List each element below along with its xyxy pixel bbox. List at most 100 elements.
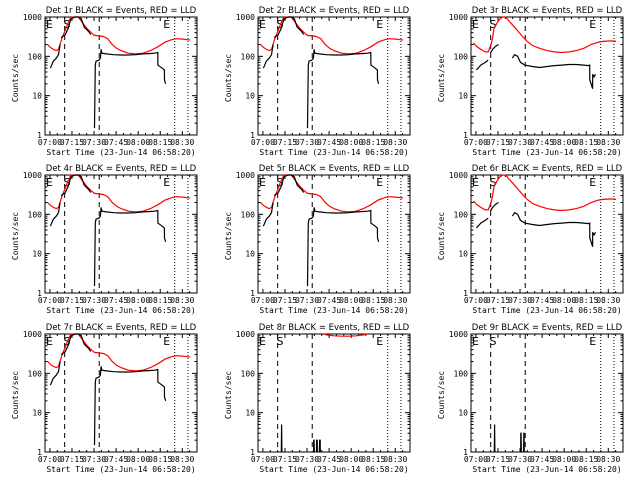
x-axis-label: Start Time (23-Jun-14 06:58:20) xyxy=(472,148,621,157)
events-series-line xyxy=(493,424,525,453)
x-tick-label: 07:00 xyxy=(464,138,488,147)
panel-3: Det 3r BLACK = Events, RED = LLD 1 10 100 10… xyxy=(437,6,624,157)
x-tick-label: 07:15 xyxy=(486,455,510,464)
eclipse-end-marker: E xyxy=(46,335,53,348)
y-tick-label: 1 xyxy=(250,131,255,140)
panel-7: Det 7r BLACK = Events, RED = LLD 1 10 100 10… xyxy=(11,323,198,474)
x-tick-label: 08:30 xyxy=(170,138,194,147)
eclipse-end-marker: E xyxy=(472,335,479,348)
x-tick-label: 07:30 xyxy=(508,455,532,464)
plot-frame xyxy=(470,333,624,453)
x-tick-label: 07:45 xyxy=(530,455,554,464)
events-series-line xyxy=(262,174,380,287)
y-tick-label: 1000 xyxy=(449,330,468,339)
y-tick-label: 100 xyxy=(241,52,256,61)
y-tick-label: 1000 xyxy=(236,13,255,22)
events-series-line xyxy=(49,174,167,287)
x-tick-label: 08:15 xyxy=(361,455,385,464)
x-tick-label: 08:00 xyxy=(552,138,576,147)
y-axis-label: Counts/sec xyxy=(437,212,446,260)
x-tick-label: 07:15 xyxy=(486,138,510,147)
x-tick-label: 07:45 xyxy=(317,138,341,147)
x-tick-label: 08:00 xyxy=(552,296,576,305)
eclipse-end-marker: E xyxy=(259,335,266,348)
plot-frame xyxy=(470,16,624,136)
x-tick-label: 08:15 xyxy=(361,138,385,147)
y-axis-label: Counts/sec xyxy=(11,212,20,260)
y-tick-label: 1 xyxy=(37,448,42,457)
eclipse-end-marker: E xyxy=(472,176,479,189)
y-tick-label: 10 xyxy=(32,92,42,101)
y-tick-label: 100 xyxy=(454,369,469,378)
plot-frame xyxy=(257,333,411,453)
x-tick-label: 07:30 xyxy=(508,138,532,147)
x-tick-label: 08:15 xyxy=(574,455,598,464)
x-tick-label: 07:45 xyxy=(317,455,341,464)
y-tick-label: 10 xyxy=(458,92,468,101)
x-axis-label: Start Time (23-Jun-14 06:58:20) xyxy=(46,148,195,157)
events-series-line xyxy=(475,43,597,89)
y-tick-label: 10 xyxy=(458,250,468,259)
x-tick-label: 07:15 xyxy=(486,296,510,305)
y-tick-label: 100 xyxy=(28,210,43,219)
plot-frame xyxy=(257,16,411,136)
panel-1: Det 1r BLACK = Events, RED = LLD 1 10 100 10… xyxy=(11,6,198,157)
panel-9: Det 9r BLACK = Events, RED = LLD 1 10 100 10… xyxy=(437,323,624,474)
y-tick-label: 1000 xyxy=(236,330,255,339)
x-axis-label: Start Time (23-Jun-14 06:58:20) xyxy=(472,465,621,474)
x-tick-label: 07:00 xyxy=(464,455,488,464)
panel-title: Det 7r BLACK = Events, RED = LLD xyxy=(46,323,197,333)
y-tick-label: 1 xyxy=(37,289,42,298)
y-tick-label: 100 xyxy=(454,210,469,219)
y-axis-label: Counts/sec xyxy=(224,212,233,260)
y-tick-label: 100 xyxy=(241,210,256,219)
y-tick-label: 1000 xyxy=(23,330,42,339)
eclipse-end-marker: E xyxy=(376,176,383,189)
eclipse-end-marker: E xyxy=(376,335,383,348)
x-axis-label: Start Time (23-Jun-14 06:58:20) xyxy=(472,306,621,315)
y-axis-label: Counts/sec xyxy=(11,54,20,102)
eclipse-end-marker: E xyxy=(163,335,170,348)
x-tick-label: 08:15 xyxy=(148,138,172,147)
panel-8: Det 8r BLACK = Events, RED = LLD 1 10 100 10… xyxy=(224,323,411,474)
eclipse-end-marker: E xyxy=(46,18,53,31)
events-series-line xyxy=(49,333,167,446)
x-tick-label: 08:30 xyxy=(170,455,194,464)
y-tick-label: 1000 xyxy=(23,13,42,22)
y-tick-label: 1 xyxy=(463,289,468,298)
x-tick-label: 08:15 xyxy=(574,296,598,305)
x-axis-label: Start Time (23-Jun-14 06:58:20) xyxy=(259,148,408,157)
panel-title: Det 4r BLACK = Events, RED = LLD xyxy=(46,164,197,174)
y-axis-label: Counts/sec xyxy=(11,371,20,419)
x-tick-label: 07:45 xyxy=(530,296,554,305)
panel-title: Det 1r BLACK = Events, RED = LLD xyxy=(46,6,197,16)
y-axis-label: Counts/sec xyxy=(224,371,233,419)
panel-title: Det 6r BLACK = Events, RED = LLD xyxy=(472,164,623,174)
x-tick-label: 07:45 xyxy=(104,455,128,464)
panel-4: Det 4r BLACK = Events, RED = LLD 1 10 100 10… xyxy=(11,164,198,315)
x-tick-label: 07:30 xyxy=(295,455,319,464)
y-axis-label: Counts/sec xyxy=(437,371,446,419)
x-tick-label: 08:30 xyxy=(383,296,407,305)
eclipse-end-marker: E xyxy=(589,18,596,31)
y-tick-label: 1000 xyxy=(236,171,255,180)
x-tick-label: 07:15 xyxy=(60,296,84,305)
x-tick-label: 07:00 xyxy=(251,296,275,305)
x-tick-label: 08:00 xyxy=(126,138,150,147)
saa-start-marker: S xyxy=(490,176,497,189)
x-tick-label: 07:00 xyxy=(38,138,62,147)
y-tick-label: 10 xyxy=(245,92,255,101)
y-tick-label: 1 xyxy=(37,131,42,140)
events-series-line xyxy=(475,201,597,247)
eclipse-end-marker: E xyxy=(163,176,170,189)
x-tick-label: 07:45 xyxy=(104,138,128,147)
saa-start-marker: S xyxy=(490,335,497,348)
y-tick-label: 1000 xyxy=(23,171,42,180)
y-tick-label: 100 xyxy=(241,369,256,378)
y-tick-label: 10 xyxy=(245,409,255,418)
y-tick-label: 10 xyxy=(32,250,42,259)
eclipse-end-marker: E xyxy=(259,18,266,31)
events-series-line xyxy=(262,16,380,129)
lld-series-line xyxy=(47,333,191,372)
